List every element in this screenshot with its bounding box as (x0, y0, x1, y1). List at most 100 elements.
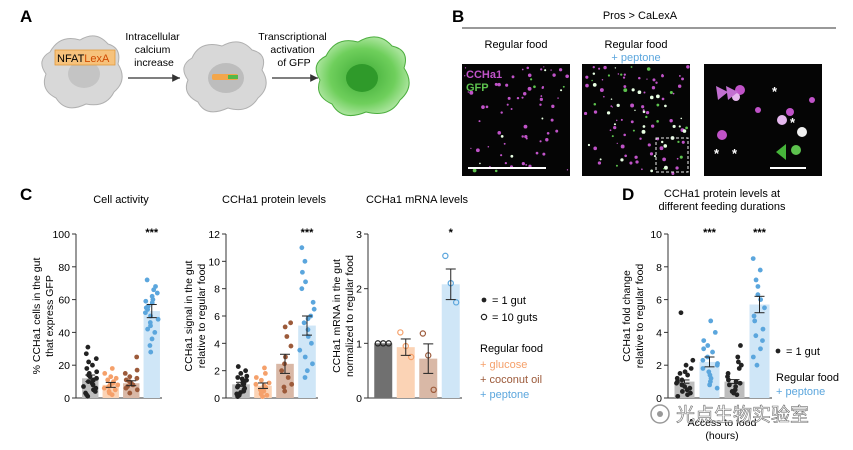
data-point (750, 354, 756, 360)
ccha1-spot (467, 91, 470, 93)
micrograph-peptone (582, 64, 690, 176)
data-point (235, 394, 241, 400)
data-point (758, 297, 764, 302)
ccha1-spot (503, 142, 506, 145)
data-point (430, 386, 437, 393)
ccha1-spot (545, 138, 549, 142)
data-point (305, 327, 311, 333)
asterisk-4: * (732, 146, 738, 161)
ccha1-spot (662, 157, 666, 162)
gfp-spot (680, 117, 683, 120)
data-point (235, 375, 241, 380)
y-tick-label: 2 (356, 284, 362, 296)
data-point (145, 326, 151, 332)
cell-blob (809, 97, 815, 103)
data-point (737, 380, 743, 386)
data-point (235, 364, 241, 369)
data-point (685, 392, 690, 398)
ccha1-spot (540, 95, 543, 97)
data-point (302, 258, 308, 264)
data-point (109, 366, 115, 371)
data-point (108, 374, 114, 380)
ccha1-spot (651, 86, 656, 90)
gfp-spot (599, 158, 602, 161)
data-point (683, 362, 689, 368)
ccha1-spot (659, 146, 664, 151)
gfp-spot (620, 73, 623, 76)
ccha1-spot (464, 67, 467, 69)
y-tick-label: 2 (656, 360, 662, 372)
bar (441, 284, 460, 398)
data-point (677, 371, 683, 376)
ccha1-spot (505, 83, 509, 87)
ccha1-spot (601, 79, 604, 81)
ccha1-spot (669, 119, 673, 123)
y-tick-label: 8 (214, 284, 220, 296)
ccha1-spot (678, 75, 681, 77)
data-point (754, 362, 760, 368)
ccha1-spot (521, 68, 524, 71)
ccha1-spot (647, 143, 651, 147)
gfp-spot (587, 143, 591, 147)
gfp-spot (641, 129, 646, 134)
ccha1-spot (623, 85, 627, 88)
cell-blob (717, 130, 727, 140)
data-point (299, 286, 305, 292)
gfp-spot (678, 125, 681, 128)
ccha1-spot (525, 164, 528, 166)
data-point (101, 385, 107, 391)
data-point (707, 382, 713, 388)
data-point (102, 371, 108, 376)
gfp-spot (592, 82, 597, 87)
ccha1-spot (521, 135, 524, 138)
ccha1-spot (603, 95, 605, 98)
ccha1-spot (643, 91, 646, 94)
ccha1-spot (620, 144, 625, 149)
gfp-spot (593, 103, 597, 106)
y-axis-label: CCHa1 fold changerelative to regular foo… (621, 264, 646, 369)
ccha1-spot (527, 86, 532, 91)
gfp-spot (653, 155, 657, 158)
data-point (760, 326, 766, 332)
watermark-logo-icon (650, 404, 670, 424)
arrowhead-green (776, 144, 786, 160)
ccha1-spot (540, 68, 543, 71)
data-point (701, 338, 707, 343)
data-point (238, 371, 244, 376)
ccha1-spot (485, 105, 489, 109)
data-point (708, 318, 714, 324)
ccha1-spot (630, 103, 635, 108)
data-point (299, 269, 305, 275)
data-point (700, 366, 706, 371)
chart-cell-activity: Cell activity 0 20 40 60 80 100 % CCHa1 cells i… (31, 194, 162, 405)
data-point (302, 375, 308, 380)
bar (374, 343, 393, 398)
y-tick-label: 6 (214, 311, 220, 323)
ccha1-spot (464, 75, 466, 77)
ccha1-spot (629, 161, 633, 165)
ccha1-spot (527, 73, 532, 78)
step1-text: Intracellular calcium increase (125, 31, 182, 69)
data-point (297, 347, 303, 353)
ccha1-spot (478, 120, 481, 123)
data-point (397, 329, 404, 336)
ccha1-spot (655, 81, 658, 84)
step2-text: Transcriptional activation of GFP (258, 31, 329, 69)
ccha1-spot (622, 76, 626, 79)
data-point (701, 346, 707, 352)
data-point (750, 256, 756, 261)
legend-d-diet-title: Regular food (776, 372, 839, 384)
legend-d: = 1 gut Regular food + peptone (775, 346, 839, 398)
gfp-spot (623, 88, 628, 93)
data-point (309, 340, 314, 346)
ccha1-spot (597, 161, 602, 165)
ccha1-spot (475, 148, 480, 153)
gfp-spot (616, 103, 620, 108)
ccha1-spot (550, 69, 552, 71)
gfp-spot (620, 158, 624, 162)
data-point (148, 349, 154, 355)
asterisk-2: * (790, 115, 796, 130)
bar (419, 358, 438, 398)
gfp-spot (677, 140, 680, 144)
